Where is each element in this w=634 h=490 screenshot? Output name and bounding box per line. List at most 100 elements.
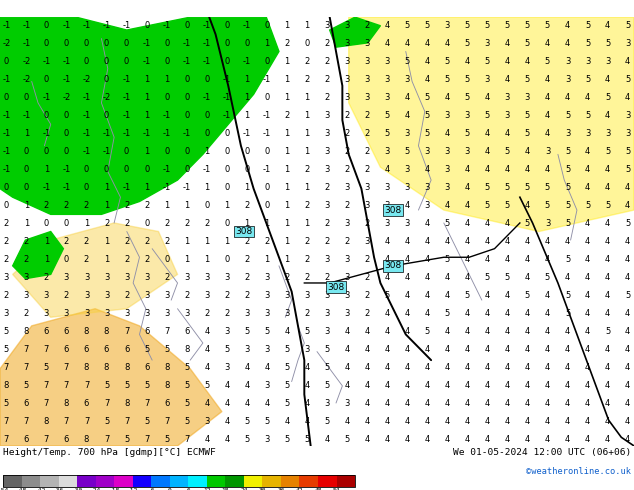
Text: 2: 2 (344, 147, 350, 156)
Text: 1: 1 (84, 219, 89, 228)
Text: 4: 4 (505, 75, 510, 84)
Text: -2: -2 (103, 93, 111, 102)
Bar (207, 475, 226, 488)
Text: 3: 3 (284, 309, 290, 318)
Text: 4: 4 (565, 237, 570, 246)
Text: 4: 4 (505, 129, 510, 138)
Text: 5: 5 (144, 381, 149, 390)
Text: 1: 1 (104, 183, 109, 192)
Text: -1: -1 (103, 21, 111, 30)
Text: -1: -1 (203, 93, 211, 102)
Text: -2: -2 (62, 93, 70, 102)
Text: 0: 0 (184, 21, 190, 30)
Text: 4: 4 (385, 39, 390, 48)
Text: 2: 2 (84, 201, 89, 210)
Text: 0: 0 (164, 255, 169, 264)
Text: 3: 3 (525, 93, 530, 102)
Text: -2: -2 (22, 75, 30, 84)
Text: -1: -1 (223, 75, 231, 84)
Text: 4: 4 (605, 255, 611, 264)
Text: 4: 4 (585, 327, 590, 336)
Text: 5: 5 (385, 129, 390, 138)
Text: 7: 7 (23, 363, 29, 372)
Text: 4: 4 (444, 93, 450, 102)
Text: 5: 5 (605, 93, 611, 102)
Text: 7: 7 (104, 435, 109, 444)
Text: -18: -18 (108, 488, 120, 490)
Polygon shape (13, 232, 63, 279)
Text: 0: 0 (44, 39, 49, 48)
Text: 3: 3 (325, 399, 330, 408)
Text: 4: 4 (605, 381, 611, 390)
Text: 4: 4 (444, 381, 450, 390)
Text: 2: 2 (284, 39, 290, 48)
Text: 5: 5 (325, 417, 330, 426)
Text: 2: 2 (325, 75, 330, 84)
Text: 4: 4 (404, 345, 410, 354)
Text: 5: 5 (625, 147, 630, 156)
Text: 2: 2 (184, 291, 190, 300)
Text: 0: 0 (168, 488, 172, 490)
Text: -54: -54 (0, 488, 9, 490)
Text: 2: 2 (304, 237, 309, 246)
Text: 5: 5 (565, 165, 570, 174)
Text: 7: 7 (184, 435, 190, 444)
Text: 2: 2 (204, 219, 209, 228)
Bar (281, 475, 299, 488)
Text: 5: 5 (4, 399, 9, 408)
Text: 4: 4 (365, 345, 370, 354)
Text: 4: 4 (545, 309, 550, 318)
Text: 5: 5 (465, 39, 470, 48)
Text: 4: 4 (625, 435, 630, 444)
Text: 4: 4 (585, 219, 590, 228)
Text: -1: -1 (122, 183, 131, 192)
Text: 5: 5 (184, 363, 190, 372)
Text: 2: 2 (23, 309, 29, 318)
Text: 4: 4 (605, 21, 611, 30)
Text: 4: 4 (525, 165, 530, 174)
Text: 5: 5 (344, 435, 350, 444)
Text: 3: 3 (365, 201, 370, 210)
Text: 4: 4 (545, 435, 550, 444)
Text: 5: 5 (264, 417, 269, 426)
Text: 4: 4 (545, 237, 550, 246)
Text: 5: 5 (465, 21, 470, 30)
Text: 308: 308 (235, 227, 253, 236)
Text: 5: 5 (444, 255, 450, 264)
Text: 0: 0 (224, 21, 230, 30)
Text: 4: 4 (365, 399, 370, 408)
Text: 0: 0 (64, 147, 69, 156)
Text: 0: 0 (224, 219, 230, 228)
Text: 3: 3 (344, 21, 350, 30)
Text: 2: 2 (23, 255, 29, 264)
Bar (114, 475, 133, 488)
Text: -1: -1 (203, 21, 211, 30)
Text: 5: 5 (284, 345, 290, 354)
Text: 4: 4 (404, 39, 410, 48)
Text: 4: 4 (605, 273, 611, 282)
Text: 4: 4 (525, 363, 530, 372)
Text: 4: 4 (585, 93, 590, 102)
Text: -1: -1 (82, 93, 91, 102)
Text: 5: 5 (505, 147, 510, 156)
Text: 3: 3 (325, 147, 330, 156)
Text: 12: 12 (203, 488, 210, 490)
Text: 4: 4 (545, 417, 550, 426)
Text: 4: 4 (505, 309, 510, 318)
Text: 3: 3 (625, 129, 630, 138)
Text: 3: 3 (325, 201, 330, 210)
Text: 0: 0 (204, 75, 209, 84)
Text: 0: 0 (224, 39, 230, 48)
Text: 2: 2 (365, 273, 370, 282)
Text: 5: 5 (404, 147, 410, 156)
Text: 4: 4 (585, 147, 590, 156)
Text: 3: 3 (344, 255, 350, 264)
Text: 4: 4 (425, 417, 430, 426)
Text: 4: 4 (525, 399, 530, 408)
Text: 2: 2 (164, 237, 169, 246)
Text: 3: 3 (124, 309, 129, 318)
Text: 5: 5 (485, 183, 490, 192)
Text: 4: 4 (404, 93, 410, 102)
Text: -1: -1 (183, 183, 191, 192)
Text: 4: 4 (565, 399, 570, 408)
